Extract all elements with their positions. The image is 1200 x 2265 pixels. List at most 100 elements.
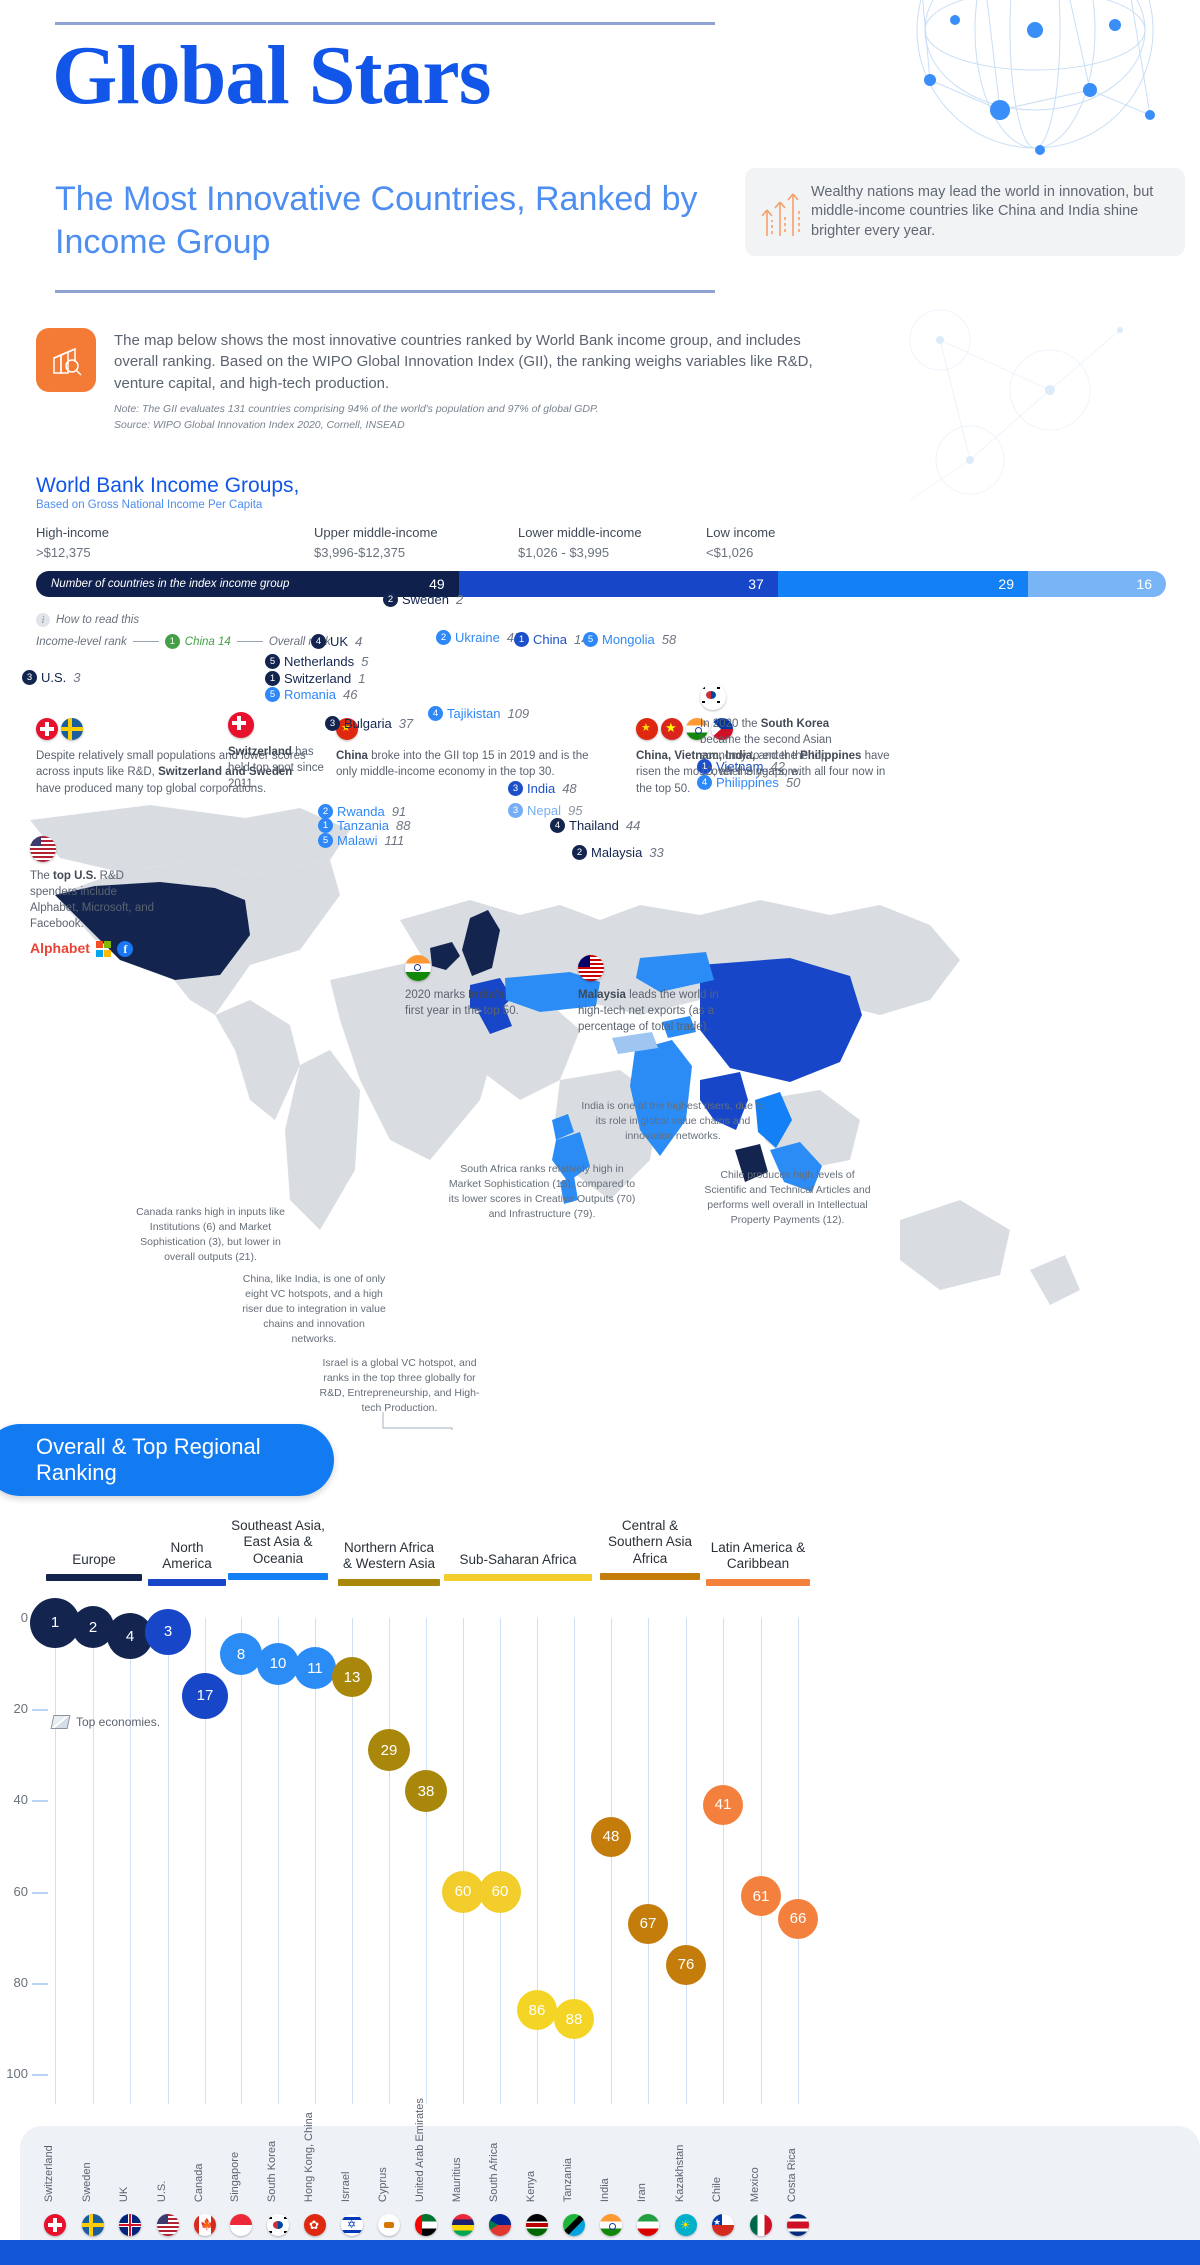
legend-rank-dot: 1 [164, 634, 180, 649]
chart-group-color-bar [444, 1574, 592, 1582]
map-label-u-s-[interactable]: 3 U.S. 3 [22, 670, 81, 685]
flag-icon-united-arab-emirates [415, 2214, 437, 2236]
chart-bubble-isrrael[interactable]: 13 [332, 1657, 372, 1698]
network-decoration [909, 309, 1123, 501]
chart-annotation-1: China, like India, is one of only eight … [242, 1273, 386, 1345]
chart-bubble-india[interactable]: 48 [591, 1816, 631, 1857]
chart-annotation-0: Canada ranks high in inputs like Institu… [136, 1206, 285, 1263]
flag-icon-india [600, 2214, 622, 2236]
intro-source: Source: WIPO Global Innovation Index 202… [114, 418, 405, 431]
intro-text: The map below shows the most innovative … [114, 332, 813, 392]
chart-bubble-chile[interactable]: 41 [703, 1784, 743, 1825]
income-rank-badge: 5 [265, 687, 280, 702]
strip-country-label: Mauritius [450, 2157, 463, 2202]
y-axis-label-80: 80 [13, 1974, 28, 1990]
country-name: Ukraine [455, 630, 500, 645]
overall-rank: 42 [770, 759, 785, 774]
overall-rank: 1 [358, 671, 366, 686]
overall-rank: 46 [343, 687, 358, 702]
strip-country-label: Tanzania [561, 2157, 574, 2202]
income-rank-badge: 3 [508, 803, 523, 818]
chart-gridline [648, 1618, 649, 2104]
chart-group-color-bar [706, 1578, 810, 1586]
map-label-nepal[interactable]: 3 Nepal 95 [508, 803, 582, 818]
page-title: Global Stars [52, 29, 491, 122]
overall-rank: 5 [361, 654, 369, 669]
chart-bubble-south-korea[interactable]: 10 [257, 1642, 299, 1685]
map-label-sweden[interactable]: 2 Sweden 2 [383, 592, 463, 607]
chart-bubble-iran[interactable]: 67 [628, 1903, 668, 1944]
flag-icon-mauritius [452, 2214, 474, 2236]
map-label-tanzania[interactable]: 1 Tanzania 88 [318, 818, 411, 833]
chart-gridline [205, 1618, 206, 2104]
map-label-rwanda[interactable]: 2 Rwanda 91 [318, 804, 406, 819]
chart-annotation-4: India is one of the highest risers, due … [581, 1100, 765, 1142]
chart-bubble-cyprus[interactable]: 29 [368, 1729, 410, 1772]
chart-bubble-united-arab-emirates[interactable]: 38 [405, 1770, 447, 1813]
income-rank-badge: 3 [325, 716, 340, 731]
chart-bubble-u-s-[interactable]: 3 [145, 1608, 191, 1655]
strip-country-label: Switzerland [42, 2145, 55, 2202]
map-label-malawi[interactable]: 5 Malawi 111 [318, 833, 404, 848]
chart-gridline [463, 1618, 464, 2104]
income-rank-badge: 2 [572, 845, 587, 860]
chart-bubble-south-africa[interactable]: 60 [479, 1870, 521, 1913]
income-group-bar: Number of countries in the index income … [36, 571, 1166, 597]
map-label-romania[interactable]: 5 Romania 46 [265, 687, 358, 702]
map-label-netherlands[interactable]: 5 Netherlands 5 [265, 654, 368, 669]
map-label-bulgaria[interactable]: 3 Bulgaria 37 [325, 716, 413, 731]
map-label-philippines[interactable]: 4 Philippines 50 [697, 775, 800, 790]
flag-icon-usa [30, 836, 56, 862]
flag-icon-kazakhstan [675, 2214, 697, 2236]
chart-bubble-costa-rica[interactable]: 66 [778, 1898, 818, 1939]
map-label-tajikistan[interactable]: 4 Tajikistan 109 [428, 706, 529, 721]
flag-icon-iran [637, 2214, 659, 2236]
map-label-malaysia[interactable]: 2 Malaysia 33 [572, 845, 664, 860]
flag-icon-switzerland [228, 712, 254, 738]
chart-bubble-singapore[interactable]: 8 [220, 1633, 262, 1676]
country-name: Thailand [569, 818, 619, 833]
flag-icon-sweden [82, 2214, 104, 2236]
strip-country-label: South Africa [487, 2142, 500, 2202]
map-label-mongolia[interactable]: 5 Mongolia 58 [583, 632, 676, 647]
header-rule-top [55, 22, 715, 25]
chart-group-latin-america-caribbean: Latin America & Caribbean [706, 1540, 810, 1586]
chart-bubble-mexico[interactable]: 61 [741, 1876, 781, 1917]
chart-gridline [537, 1618, 538, 2104]
map-label-vietnam[interactable]: 1 Vietnam 42 [697, 759, 785, 774]
flag-icon-china [636, 718, 658, 740]
map-label-switzerland[interactable]: 1 Switzerland 1 [265, 671, 365, 686]
page-header: Global Stars The Most Innovative Countri… [0, 0, 1200, 501]
page-subtitle: The Most Innovative Countries, Ranked by… [55, 180, 698, 261]
map-label-china[interactable]: 1 China 14 [514, 632, 588, 647]
chart-gridline [798, 1618, 799, 2104]
header-rule-bottom [55, 290, 715, 293]
chart-bubble-mauritius[interactable]: 60 [442, 1870, 484, 1913]
income-bar-segment-0: Number of countries in the index income … [36, 571, 459, 597]
strip-country-label: Iran [635, 2183, 648, 2202]
income-bar-segment-2: 29 [777, 571, 1028, 597]
chart-gridline [93, 1618, 94, 2104]
chart-bubble-switzerland[interactable]: 1 [30, 1597, 80, 1648]
income-rank-badge: 1 [697, 759, 712, 774]
map-label-india[interactable]: 3 India 48 [508, 781, 577, 796]
overall-rank: 91 [391, 804, 407, 819]
income-rank-badge: 2 [383, 592, 398, 607]
chart-bubble-kenya[interactable]: 86 [517, 1990, 557, 2031]
chart-gridline [168, 1618, 169, 2104]
country-name: Malaysia [591, 845, 643, 860]
map-label-uk[interactable]: 4 UK 4 [311, 634, 362, 649]
country-flag-strip: Switzerland Sweden UK U.S. Canada Singapore So… [20, 2098, 1200, 2244]
map-label-ukraine[interactable]: 2Ukraine45 [436, 630, 521, 645]
y-axis-tick-40 [32, 1800, 48, 1803]
map-label-thailand[interactable]: 4 Thailand 44 [550, 818, 640, 833]
chart-bubble-hong-kong-china[interactable]: 11 [294, 1647, 336, 1690]
chart-group-color-bar [46, 1574, 142, 1582]
chart-bubble-tanzania[interactable]: 88 [554, 1999, 594, 2040]
income-bar-count: 29 [998, 576, 1014, 592]
chart-bubble-kazakhstan[interactable]: 76 [666, 1944, 706, 1985]
flag-icon-chile [712, 2214, 734, 2236]
chart-bubble-canada[interactable]: 17 [182, 1672, 228, 1719]
flag-icon-southkorea [700, 684, 726, 710]
world-map-svg [30, 805, 1080, 1653]
